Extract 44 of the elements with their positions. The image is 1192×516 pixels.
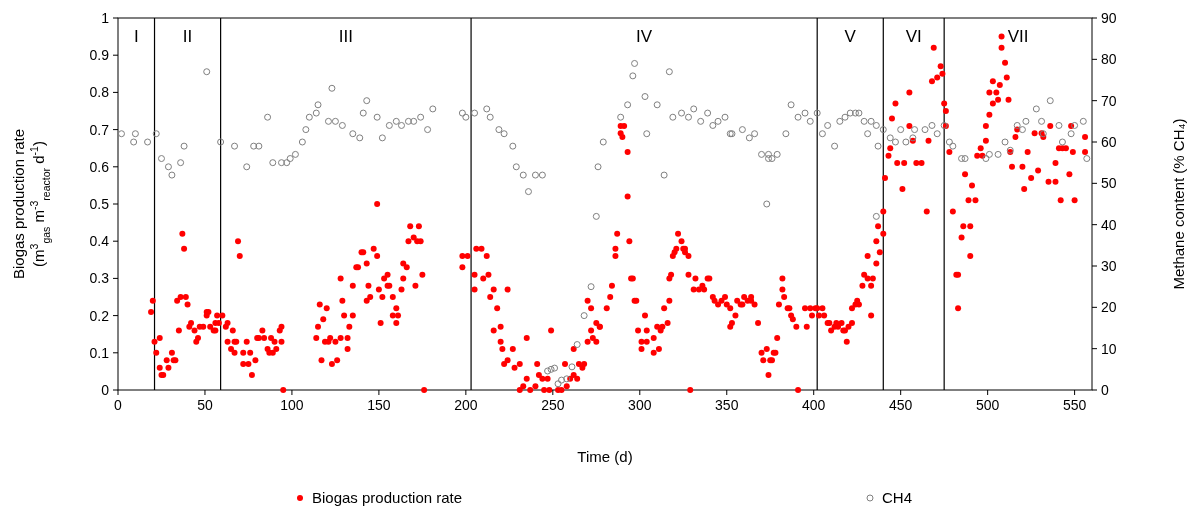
y2-axis-title: Methane content (% CH₄) (1170, 118, 1187, 290)
y-tick-label: 0.8 (89, 84, 110, 101)
x-tick-label: 400 (802, 397, 826, 413)
annotation: IV (636, 27, 653, 46)
annotation: VI (905, 27, 922, 46)
x-axis-title: Time (d) (577, 448, 633, 465)
y-tick-label: 0 (101, 382, 110, 398)
y2-tick-label: 10 (1101, 340, 1117, 357)
legend-label: CH4 (882, 489, 913, 506)
y2-tick-label: 80 (1101, 51, 1117, 68)
x-tick-label: 0 (114, 397, 123, 413)
x-tick-label: 150 (367, 397, 391, 413)
x-tick-label: 500 (975, 397, 1000, 413)
y2-tick-label: 40 (1101, 216, 1117, 233)
y-tick-label: 1 (101, 10, 110, 26)
x-tick-label: 50 (197, 397, 213, 413)
y2-tick-label: 20 (1101, 299, 1117, 316)
y-tick-label: 0.1 (89, 344, 110, 361)
y-tick-label: 0.7 (89, 121, 110, 138)
y2-tick-label: 90 (1101, 10, 1117, 26)
y-tick-label: 0.5 (89, 196, 110, 212)
y-tick-label: 0.2 (89, 307, 110, 324)
x-tick-label: 100 (280, 397, 304, 413)
y2-tick-label: 70 (1101, 92, 1117, 109)
legend-label: Biogas production rate (312, 489, 463, 506)
annotation: I (133, 27, 139, 46)
y2-tick-label: 30 (1101, 258, 1117, 274)
x-tick-label: 450 (889, 397, 913, 413)
x-tick-label: 300 (628, 397, 652, 413)
y-tick-label: 0.6 (89, 158, 110, 175)
annotation: III (338, 27, 353, 46)
y-tick-label: 0.3 (89, 270, 110, 287)
annotation: II (182, 27, 193, 46)
x-tick-label: 200 (454, 397, 478, 413)
y2-tick-label: 50 (1101, 175, 1117, 192)
annotation: V (844, 27, 857, 46)
y-tick-label: 0.4 (89, 233, 110, 250)
y2-tick-label: 0 (1101, 382, 1109, 398)
x-tick-label: 250 (541, 397, 565, 413)
y2-tick-label: 60 (1101, 134, 1117, 150)
x-tick-label: 550 (1062, 397, 1087, 413)
annotation: VII (1007, 27, 1029, 46)
x-tick-label: 350 (715, 397, 739, 413)
y-tick-label: 0.9 (89, 47, 110, 64)
